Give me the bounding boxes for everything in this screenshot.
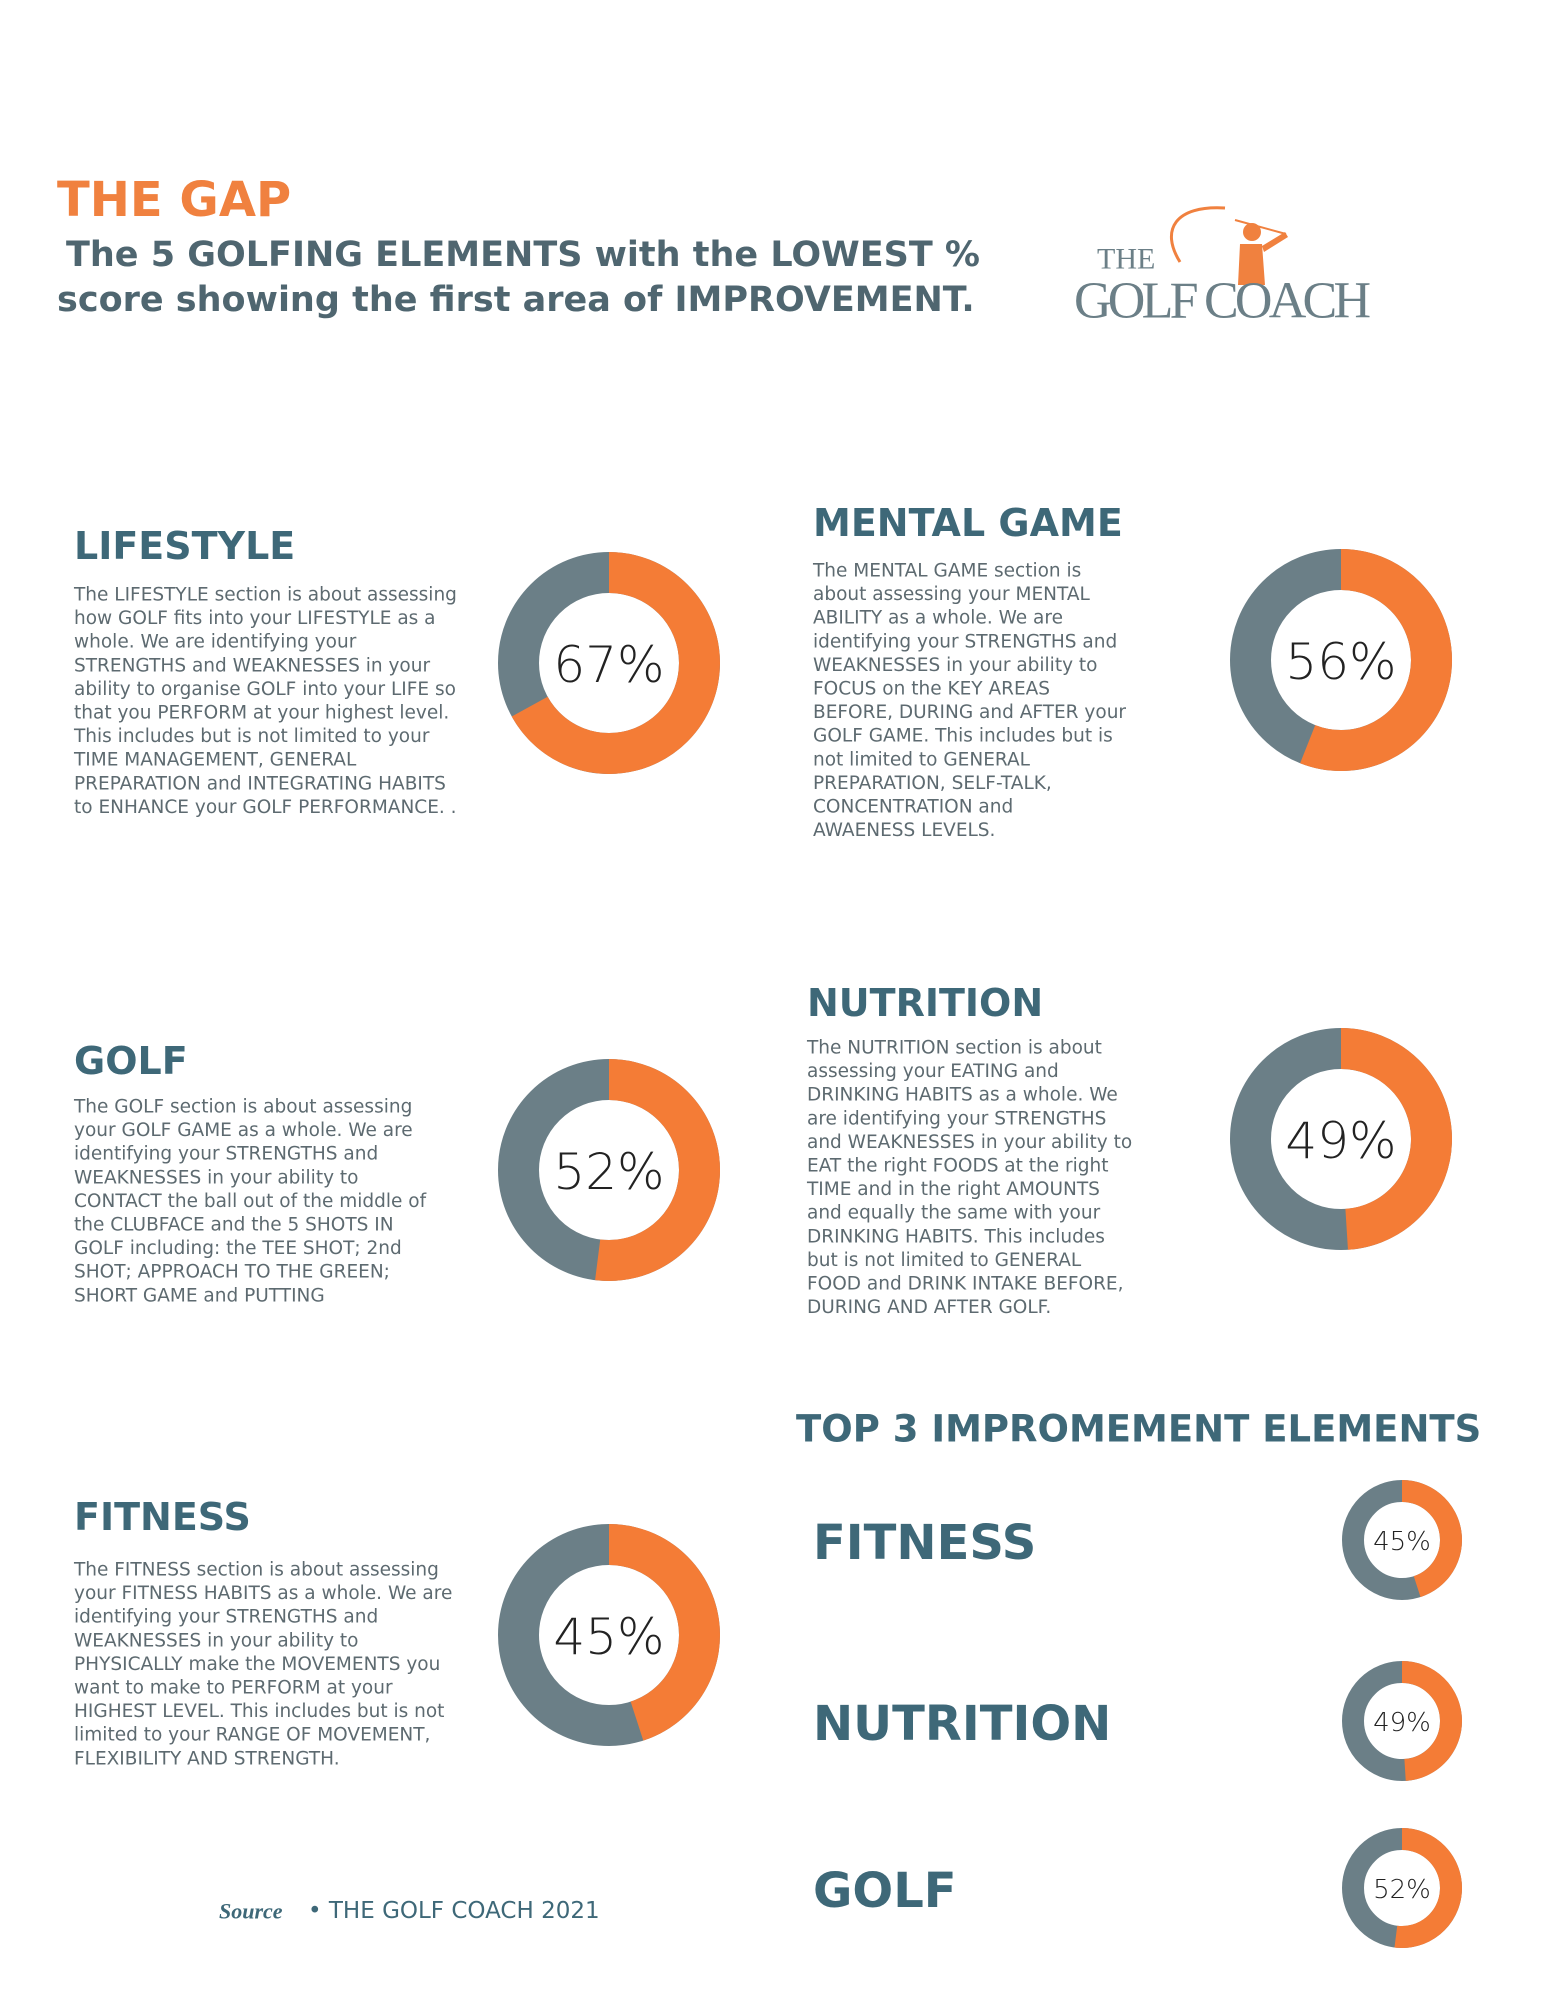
logo-text: GOLF COACH <box>1074 273 1371 330</box>
section-text: ABILITY as a whole. We are <box>813 608 1063 629</box>
section-text: limited to your RANGE OF MOVEMENT, <box>74 1725 430 1746</box>
top3-name: GOLF <box>813 1863 957 1919</box>
donut-arc <box>1394 1828 1462 1948</box>
top3-name: NUTRITION <box>813 1696 1111 1752</box>
donut-label: 52% <box>1373 1875 1431 1905</box>
section-text: HIGHEST LEVEL. This includes but is not <box>74 1701 444 1722</box>
section-text: The FITNESS section is about assessing <box>73 1560 439 1581</box>
section-text: identifying your STRENGTHS and <box>813 631 1117 652</box>
section-title: MENTAL GAME <box>813 501 1123 545</box>
section-text: GOLF GAME. This includes but is <box>813 726 1113 747</box>
logo: THE GOLF COACH <box>1074 206 1371 330</box>
logo-club <box>1234 219 1287 235</box>
section-text: PHYSICALLY make the MOVEMENTS you <box>74 1654 440 1675</box>
section-text: identifying your STRENGTHS and <box>74 1144 378 1165</box>
donut-arc <box>1401 1480 1462 1598</box>
section-text: are identifying your STRENGTHS <box>807 1108 1106 1129</box>
section-text: WEAKNESSES in your ability to <box>813 655 1097 676</box>
source-label: Source <box>219 1899 283 1924</box>
donut-label: 49% <box>1285 1112 1396 1170</box>
section-text: PREPARATION, SELF-TALK, <box>813 773 1052 794</box>
donut-label: 56% <box>1285 633 1396 691</box>
donut-label: 45% <box>1373 1527 1431 1557</box>
section-text: the CLUBFACE and the 5 SHOTS IN <box>74 1215 394 1236</box>
section-text: your FITNESS HABITS as a whole. We are <box>74 1583 452 1604</box>
logo-text: THE <box>1097 243 1155 276</box>
top3-title: TOP 3 IMPROMEMENT ELEMENTS <box>796 1408 1481 1451</box>
section-text: The MENTAL GAME section is <box>812 561 1081 582</box>
section-title: NUTRITION <box>807 981 1043 1025</box>
section-text: DRINKING HABITS as a whole. We <box>807 1085 1118 1106</box>
logo-swoosh <box>1169 206 1226 263</box>
section-text: how GOLF fits into your LIFESTYLE as a <box>74 608 436 629</box>
donut-label: 49% <box>1373 1708 1431 1738</box>
logo-golfer <box>1238 232 1288 285</box>
top3-name: FITNESS <box>813 1515 1036 1571</box>
section-text: want to make to PERFORM at your <box>74 1678 393 1699</box>
section-text: identifying your STRENGTHS and <box>74 1607 378 1628</box>
section-text: to ENHANCE your GOLF PERFORMANCE. . <box>74 797 457 818</box>
section-text: This includes but is not limited to your <box>73 726 430 747</box>
section-text: not limited to GENERAL <box>813 749 1031 770</box>
section-text: TIME MANAGEMENT, GENERAL <box>73 750 357 771</box>
logo-golfer <box>1243 223 1261 241</box>
donut-arc <box>511 552 720 774</box>
subtitle: score showing the first area of IMPROVEM… <box>57 280 975 320</box>
section-text: The LIFESTYLE section is about assessing <box>73 585 457 606</box>
section-text: WEAKNESSES in your ability to <box>74 1167 358 1188</box>
section-text: and equally the same with your <box>807 1203 1101 1224</box>
section-text: FOOD and DRINK INTAKE BEFORE, <box>807 1274 1124 1295</box>
section-text: STRENGTHS and WEAKNESSES in your <box>74 655 430 676</box>
donut-arc <box>1401 1661 1462 1781</box>
donut-label: 45% <box>553 1608 664 1666</box>
donut-arc <box>1300 549 1452 771</box>
section-text: your GOLF GAME as a whole. We are <box>74 1120 413 1141</box>
section-text: WEAKNESSES in your ability to <box>74 1630 358 1651</box>
section-title: FITNESS <box>74 1495 251 1539</box>
section-title: LIFESTYLE <box>74 524 295 568</box>
section-text: EAT the right FOODS at the right <box>807 1156 1109 1177</box>
title: THE GAP <box>57 172 291 228</box>
section-text: FOCUS on the KEY AREAS <box>813 679 1050 700</box>
section-text: PREPARATION and INTEGRATING HABITS <box>74 773 446 794</box>
section-text: BEFORE, DURING and AFTER your <box>813 702 1126 723</box>
donut-arc <box>608 1524 720 1741</box>
section-text: about assessing your MENTAL <box>813 584 1091 605</box>
section-text: DURING AND AFTER GOLF. <box>807 1297 1051 1318</box>
section-text: AWAENESS LEVELS. <box>813 820 995 841</box>
section-text: CONTACT the ball out of the middle of <box>74 1191 427 1212</box>
donut-label: 52% <box>553 1143 664 1201</box>
section-text: GOLF including: the TEE SHOT; 2nd <box>74 1238 402 1259</box>
section-text: but is not limited to GENERAL <box>807 1250 1082 1271</box>
donut-arc <box>1340 1028 1452 1250</box>
section-text: FLEXIBILITY AND STRENGTH. <box>74 1748 340 1769</box>
section-text: SHORT GAME and PUTTING <box>74 1285 325 1306</box>
subtitle: The 5 GOLFING ELEMENTS with the LOWEST % <box>66 235 980 275</box>
donut-label: 67% <box>553 636 664 694</box>
source-text: • THE GOLF COACH 2021 <box>308 1898 600 1924</box>
donut-arc <box>595 1059 720 1281</box>
section-text: SHOT; APPROACH TO THE GREEN; <box>74 1262 390 1283</box>
section-text: assessing your EATING and <box>807 1061 1059 1082</box>
section-text: TIME and in the right AMOUNTS <box>806 1179 1100 1200</box>
section-text: The NUTRITION section is about <box>806 1038 1102 1059</box>
section-text: and WEAKNESSES in your ability to <box>807 1132 1132 1153</box>
section-text: ability to organise GOLF into your LIFE … <box>74 679 456 700</box>
section-text: that you PERFORM at your highest level. <box>74 703 449 724</box>
section-text: whole. We are identifying your <box>74 632 357 653</box>
section-text: CONCENTRATION and <box>813 797 1013 818</box>
section-title: GOLF <box>74 1039 188 1083</box>
section-text: DRINKING HABITS. This includes <box>807 1226 1105 1247</box>
section-text: The GOLF section is about assessing <box>73 1097 412 1118</box>
